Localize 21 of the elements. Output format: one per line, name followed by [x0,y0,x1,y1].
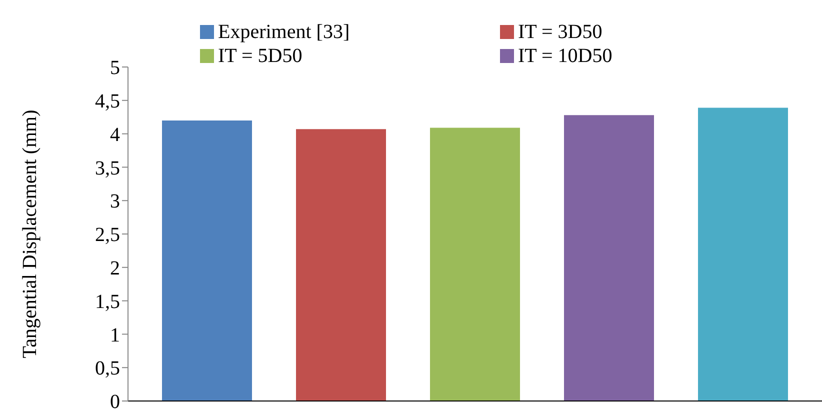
bar [564,115,654,401]
y-tick-label: 0,5 [95,358,120,380]
legend-label: Experiment [33] [218,20,350,44]
y-tick-label: 3,5 [95,157,120,180]
bar [698,108,788,401]
legend-label: IT = 10D50 [518,44,612,68]
y-tick-label: 2 [110,258,120,280]
bar [430,128,520,401]
legend-label: IT = 3D50 [518,20,602,44]
y-tick-label: 1 [110,324,120,346]
y-tick-label: 5 [110,57,120,80]
y-tick-label: 4 [110,124,120,146]
bar [162,120,252,401]
y-tick-label: 4,5 [95,90,120,112]
y-tick-label: 0 [110,391,120,409]
y-axis-title: Tangential Displacement (mm) [19,110,41,358]
y-tick-label: 1,5 [95,290,120,313]
y-tick-label: 3 [110,190,120,213]
legend-label: IT = 5D50 [218,44,302,68]
bar [296,129,386,401]
y-tick-label: 2,5 [95,224,120,246]
